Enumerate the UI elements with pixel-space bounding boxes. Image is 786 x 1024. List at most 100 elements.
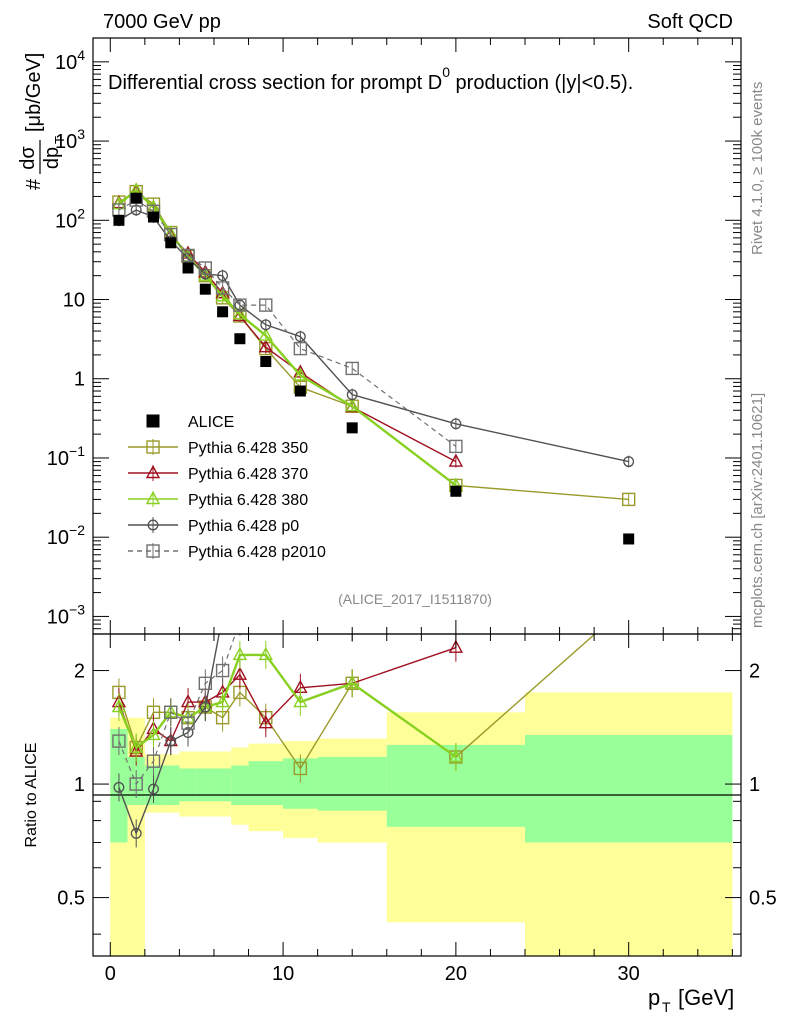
x-axis-label: p T [GeV] xyxy=(648,985,734,1015)
data-point xyxy=(232,306,248,320)
ratio-point xyxy=(261,605,271,615)
legend-marker xyxy=(146,440,160,454)
ratio-point xyxy=(234,615,246,627)
ratio-point xyxy=(130,827,142,839)
legend-label: ALICE xyxy=(188,414,234,431)
legend-label: Pythia 6.428 370 xyxy=(188,466,308,483)
legend-label: Pythia 6.428 380 xyxy=(188,492,308,509)
ratio-line xyxy=(118,634,237,786)
ratio-plot-series xyxy=(111,411,635,848)
svg-text:T: T xyxy=(662,999,671,1015)
data-point xyxy=(346,389,358,401)
plot-title-tail: production (|y|<0.5). xyxy=(450,72,633,94)
x-tick-label: 10 xyxy=(272,963,294,985)
ratio-tick-label-left: 1 xyxy=(74,774,85,796)
data-point xyxy=(215,281,230,295)
svg-text:[GeV]: [GeV] xyxy=(678,985,734,1010)
data-point xyxy=(448,453,464,467)
ratio-point xyxy=(623,598,635,610)
band-inner xyxy=(231,765,249,806)
plot-title-main: Differential cross section for prompt D xyxy=(108,72,442,94)
y-tick-label: 10−1 xyxy=(47,443,85,470)
x-tick-label: 0 xyxy=(105,963,116,985)
mcplots-label: mcplots.cern.ch [arXiv:2401.10621] xyxy=(749,393,766,628)
ratio-point xyxy=(165,735,177,747)
data-point xyxy=(294,385,306,397)
svg-text:T: T xyxy=(52,136,67,144)
data-point xyxy=(345,361,359,376)
data-point xyxy=(215,288,230,302)
data-point xyxy=(217,306,229,318)
ratio-tick-label-right: 2 xyxy=(749,661,760,683)
ratio-plot-frame xyxy=(92,633,742,957)
ratio-point xyxy=(258,715,273,729)
x-tick-label: 30 xyxy=(618,963,640,985)
data-point xyxy=(345,398,360,412)
data-point xyxy=(130,192,142,204)
band-inner xyxy=(317,756,387,811)
main-y-axis-label: # dσ dp T [μb/GeV] xyxy=(17,53,67,190)
ratio-point xyxy=(448,639,464,653)
analysis-id: (ALICE_2017_I1511870) xyxy=(338,591,492,607)
ratio-point xyxy=(218,611,228,621)
ratio-y-axis-label: Ratio to ALICE xyxy=(23,743,40,848)
band-inner xyxy=(196,768,214,802)
rivet-version-label: Rivet 4.1.0, ≥ 100k events xyxy=(749,82,766,255)
ratio-tick-label-right: 1 xyxy=(749,774,760,796)
ratio-point xyxy=(450,564,462,576)
y-tick-label: 102 xyxy=(55,205,85,232)
data-point xyxy=(258,327,273,341)
ratio-point xyxy=(294,578,306,590)
ratio-point xyxy=(129,739,144,753)
data-point xyxy=(623,533,635,545)
series-line xyxy=(118,199,457,447)
ratio-point xyxy=(111,699,127,713)
data-point xyxy=(217,270,229,282)
svg-text:dσ: dσ xyxy=(17,146,39,170)
data-point xyxy=(234,333,246,345)
ratio-point xyxy=(346,496,358,508)
data-point xyxy=(623,456,635,468)
ratio-line xyxy=(117,653,457,758)
ratio-point xyxy=(258,646,273,661)
ratio-point xyxy=(146,726,161,741)
ratio-point xyxy=(181,716,195,730)
data-point xyxy=(260,319,272,331)
data-point xyxy=(182,262,194,274)
legend-marker xyxy=(146,544,160,558)
data-point xyxy=(450,485,462,497)
data-point xyxy=(181,248,195,263)
ratio-point xyxy=(345,675,360,689)
ratio-point xyxy=(215,663,230,678)
band-inner xyxy=(162,765,180,806)
x-tick-label: 20 xyxy=(445,963,467,985)
data-point xyxy=(199,283,211,295)
band-inner xyxy=(213,768,232,802)
y-tick-label: 10−2 xyxy=(47,522,85,549)
ratio-tick-label-right: 0.5 xyxy=(749,888,777,910)
ratio-point xyxy=(113,781,125,793)
legend: ALICE Pythia 6.428 350 Pythia 6.428 370 Pyt… xyxy=(128,414,326,561)
y-tick-label: 10−3 xyxy=(47,601,85,628)
legend-label: Pythia 6.428 p2010 xyxy=(188,544,326,561)
legend-marker xyxy=(145,464,161,479)
ratio-point xyxy=(232,666,248,680)
band-inner xyxy=(525,734,733,843)
ratio-tick-label-left: 0.5 xyxy=(57,888,85,910)
plot-title-sup: 0 xyxy=(442,64,450,80)
data-point xyxy=(232,307,248,322)
data-point xyxy=(293,367,308,381)
ratio-point xyxy=(624,411,634,421)
ratio-point xyxy=(148,783,159,795)
data-point xyxy=(258,339,273,353)
ratio-point xyxy=(293,761,308,776)
plot-title: Differential cross section for prompt D0… xyxy=(108,64,633,94)
band-inner xyxy=(248,761,284,806)
band-inner xyxy=(179,768,197,802)
ratio-point xyxy=(293,693,308,708)
data-point xyxy=(165,237,177,249)
svg-text:#: # xyxy=(23,178,45,190)
ratio-tick-label-left: 2 xyxy=(74,661,85,683)
